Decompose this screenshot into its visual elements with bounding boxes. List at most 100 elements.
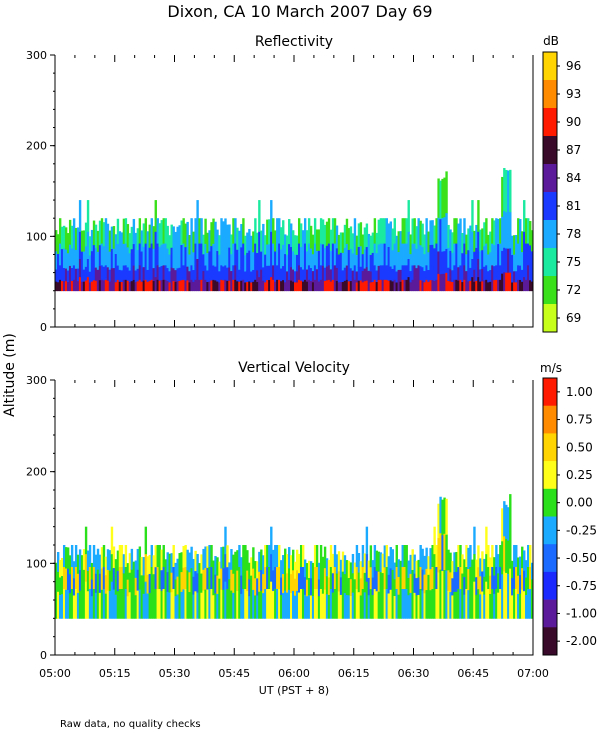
data-cell	[96, 548, 100, 571]
data-cell	[60, 557, 64, 577]
data-cell	[240, 267, 243, 282]
data-cell	[379, 265, 383, 281]
data-cell	[58, 279, 62, 292]
data-cell	[461, 270, 464, 283]
data-cell	[445, 213, 448, 250]
data-cell	[351, 573, 355, 593]
data-cell	[495, 545, 498, 568]
data-cell	[146, 252, 150, 271]
data-cell	[521, 546, 524, 569]
data-cell	[130, 268, 134, 282]
data-cell	[190, 243, 193, 266]
data-cell	[437, 538, 440, 573]
data-cell	[309, 561, 313, 579]
data-cell	[315, 269, 319, 282]
data-cell	[385, 567, 389, 590]
data-cell	[477, 589, 480, 619]
data-cell	[226, 589, 229, 619]
data-cell	[236, 249, 239, 270]
data-cell	[94, 573, 98, 594]
data-cell	[258, 200, 261, 233]
data-cell	[162, 545, 165, 568]
data-cell	[132, 578, 136, 597]
data-cell	[166, 591, 169, 619]
data-cell	[258, 551, 261, 573]
data-cell	[361, 254, 365, 272]
data-cell	[333, 265, 337, 281]
data-cell	[276, 243, 279, 266]
data-cell	[196, 259, 199, 278]
data-cell	[250, 271, 253, 283]
data-cell	[409, 592, 412, 619]
data-cell	[343, 280, 347, 292]
data-cell	[158, 589, 161, 619]
colorbar-label: 72	[566, 283, 581, 297]
data-cell	[100, 279, 104, 292]
data-cell	[116, 279, 120, 292]
data-cell	[491, 279, 494, 292]
data-cell	[122, 218, 126, 245]
data-cell	[371, 595, 375, 619]
data-cell	[461, 554, 464, 574]
data-cell	[423, 254, 426, 272]
data-cell	[78, 590, 82, 619]
data-cell	[345, 243, 349, 266]
data-cell	[431, 220, 434, 246]
data-cell	[393, 243, 396, 266]
data-cell	[150, 243, 153, 266]
footer-note: Raw data, no quality checks	[60, 719, 201, 730]
data-cell	[419, 266, 422, 281]
data-cell	[142, 557, 146, 576]
data-cell	[515, 271, 518, 283]
data-cell	[379, 572, 383, 593]
colorbar-label: 0.75	[566, 413, 593, 427]
data-cell	[202, 254, 205, 272]
data-cell	[509, 272, 512, 292]
data-cell	[92, 266, 96, 281]
data-cell	[347, 268, 351, 282]
data-cell	[154, 589, 157, 619]
data-cell	[525, 265, 528, 281]
data-cell	[369, 567, 373, 590]
data-cell	[272, 549, 275, 571]
data-cell	[451, 578, 454, 596]
colorbar-swatch	[543, 461, 557, 490]
data-cell	[78, 259, 82, 278]
data-cell	[343, 247, 347, 269]
data-cell	[292, 230, 295, 252]
data-cell	[268, 589, 271, 619]
data-cell	[152, 226, 155, 250]
data-cell	[282, 280, 285, 292]
data-cell	[397, 576, 400, 596]
data-cell	[68, 593, 72, 619]
data-cell	[427, 231, 430, 253]
data-cell	[357, 223, 361, 248]
data-cell	[459, 243, 462, 266]
data-cell	[465, 567, 468, 590]
data-cell	[260, 549, 263, 571]
data-cell	[445, 248, 448, 274]
data-cell	[184, 267, 187, 282]
data-cell	[216, 281, 219, 292]
data-cell	[495, 589, 498, 619]
data-cell	[116, 243, 120, 266]
data-cell	[523, 200, 526, 233]
data-cell	[230, 271, 233, 283]
data-cell	[128, 553, 132, 574]
data-cell	[409, 554, 412, 575]
data-cell	[58, 559, 62, 578]
data-cell	[168, 282, 171, 292]
data-cell	[369, 545, 373, 568]
data-cell	[327, 218, 331, 244]
data-cell	[513, 271, 516, 283]
data-cell	[471, 559, 474, 578]
data-cell	[337, 591, 341, 619]
data-cell	[220, 547, 223, 569]
data-cell	[477, 259, 480, 278]
data-cell	[415, 226, 418, 250]
data-cell	[212, 218, 215, 245]
data-cell	[102, 222, 106, 247]
data-cell	[150, 265, 153, 281]
data-cell	[373, 589, 377, 619]
data-cell	[411, 218, 414, 245]
